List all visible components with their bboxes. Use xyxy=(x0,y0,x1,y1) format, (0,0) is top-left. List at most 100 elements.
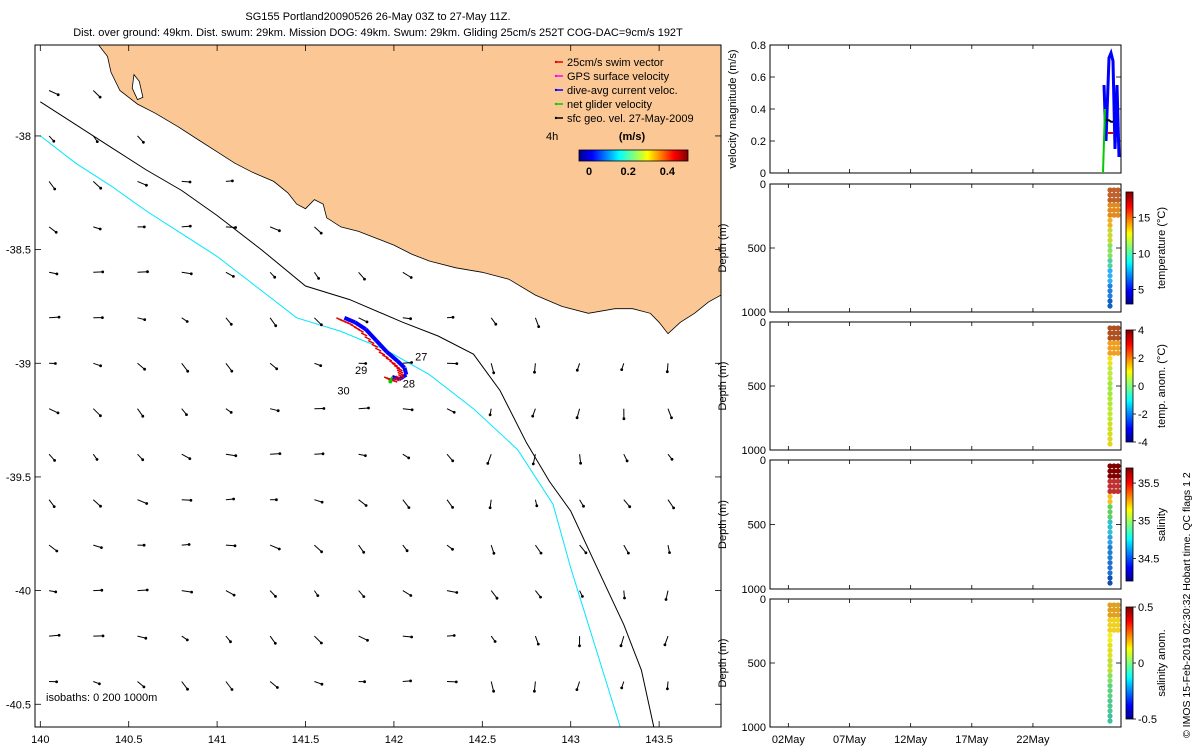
profile-data-point xyxy=(1107,436,1113,442)
geo-arrow-shaft xyxy=(48,499,55,507)
profile-data-point xyxy=(1107,617,1113,623)
geo-arrow-shaft xyxy=(314,635,322,644)
geo-arrow-head xyxy=(409,276,413,279)
geo-arrow-head xyxy=(145,183,148,187)
map-y-tick-label: -38.5 xyxy=(6,245,31,257)
x-tick-label: 02May xyxy=(772,734,806,746)
geo-arrow-shaft xyxy=(137,635,146,639)
geo-arrow-head xyxy=(144,636,148,640)
geo-arrow-head xyxy=(625,459,629,463)
isobath-200m-line xyxy=(39,135,621,727)
colorbar-label: temp. anom. (°C) xyxy=(1156,344,1168,428)
profile-data-point xyxy=(1107,325,1113,331)
geo-arrow-shaft xyxy=(358,271,365,280)
profile-data-point xyxy=(1107,565,1113,571)
profile-data-point xyxy=(1107,330,1113,336)
profile-data-point xyxy=(1107,237,1113,243)
geo-arrow-shaft xyxy=(490,363,495,373)
geo-velocity-arrows xyxy=(48,90,675,693)
map-x-tick-label: 140.5 xyxy=(115,734,143,746)
profile-data-point xyxy=(1107,268,1113,274)
geo-arrow-head xyxy=(492,551,496,555)
geo-arrow-head xyxy=(495,596,499,600)
geo-arrow-shaft xyxy=(137,271,148,273)
swim-vector xyxy=(357,328,364,333)
geo-arrow-head xyxy=(99,364,102,368)
geo-arrow-shaft xyxy=(576,408,581,418)
geo-arrow-shaft xyxy=(181,271,192,275)
map-x-tick-label: 141 xyxy=(208,734,226,746)
geo-arrow-head xyxy=(52,505,56,508)
geo-arrow-shaft xyxy=(225,271,234,277)
geo-arrow-head xyxy=(536,642,540,646)
legend-label: 25cm/s swim vector xyxy=(567,57,664,69)
geo-arrow-shaft xyxy=(402,271,412,278)
profile-data-point xyxy=(1107,493,1113,500)
panel-5: 0 500 1000 Depth (m) 0.5 0 -0.5 salinity anom. xyxy=(717,594,1168,734)
profile-data-point xyxy=(1111,617,1117,623)
profile-data-point xyxy=(1107,468,1113,474)
geo-arrow-head xyxy=(188,457,192,460)
profile-data-point xyxy=(1107,360,1113,366)
profile-data-point xyxy=(1111,192,1117,198)
geo-arrow-head xyxy=(53,187,57,191)
geo-arrow-head xyxy=(189,272,193,276)
colorbar-tick-label: 34.5 xyxy=(1138,553,1159,565)
swim-vector xyxy=(364,336,372,341)
geo-arrow-head xyxy=(364,454,367,457)
swim-vector xyxy=(396,369,404,374)
geo-arrow-head xyxy=(230,688,234,691)
geo-arrow-head xyxy=(277,547,281,551)
geo-arrow-head xyxy=(101,270,105,274)
geo-arrow-head xyxy=(454,680,458,684)
geo-arrow-shaft xyxy=(446,453,454,462)
geo-arrow-shaft xyxy=(402,362,412,364)
profile-data-point xyxy=(1111,202,1117,208)
profile-data-point xyxy=(1107,421,1113,427)
geo-arrow-head xyxy=(320,500,324,504)
colorbar xyxy=(1125,191,1134,305)
panel-frame xyxy=(769,459,1122,590)
profile-data-point xyxy=(1111,473,1117,479)
geo-arrow-head xyxy=(189,498,193,502)
colorbar-tick-label: -4 xyxy=(1138,437,1148,449)
colorbar xyxy=(1125,467,1134,582)
profile-data-point xyxy=(1115,622,1121,628)
geo-arrow-shaft xyxy=(48,90,59,96)
profile-data-point xyxy=(1115,335,1121,341)
geo-arrow-shaft xyxy=(446,499,454,508)
geo-arrow-head xyxy=(55,549,59,553)
geo-arrow-head xyxy=(275,367,279,371)
colorbar-tick-label: 0.5 xyxy=(1138,602,1153,614)
colorbar-label: salinity xyxy=(1156,507,1168,541)
profile-data-point xyxy=(1111,612,1117,618)
geo-arrow-shaft xyxy=(579,454,582,464)
geo-arrow-shaft xyxy=(534,363,536,373)
geo-arrow-shaft xyxy=(665,590,669,600)
day-label: 27 xyxy=(415,351,427,363)
profile-data-point xyxy=(1107,539,1113,545)
geo-arrow-head xyxy=(276,686,279,689)
geo-arrow-head xyxy=(319,364,323,367)
geo-arrow-head xyxy=(622,417,626,421)
geo-arrow-head xyxy=(234,226,238,229)
profile-data-point xyxy=(1107,713,1113,719)
geo-arrow-head xyxy=(229,322,233,326)
geo-arrow-shaft xyxy=(269,317,277,326)
geo-arrow-head xyxy=(185,638,189,642)
geo-arrow-shaft xyxy=(579,544,587,554)
map-x-tick-label: 143 xyxy=(562,734,580,746)
geo-arrow-head xyxy=(185,320,189,323)
geo-arrow-shaft xyxy=(181,225,191,228)
geo-arrow-head xyxy=(57,315,61,319)
profile-data-point xyxy=(1107,652,1113,659)
geo-arrow-head xyxy=(664,598,668,601)
profile-data-point xyxy=(1107,483,1113,489)
profile-data-point xyxy=(1107,622,1113,628)
geo-arrow-shaft xyxy=(490,590,498,599)
geo-arrow-head xyxy=(322,407,326,410)
profile-data-point xyxy=(1107,253,1113,259)
profile-data-point xyxy=(1111,627,1117,633)
colorbar-label: salinity anom. xyxy=(1156,629,1168,696)
profile-data-point xyxy=(1111,197,1117,203)
